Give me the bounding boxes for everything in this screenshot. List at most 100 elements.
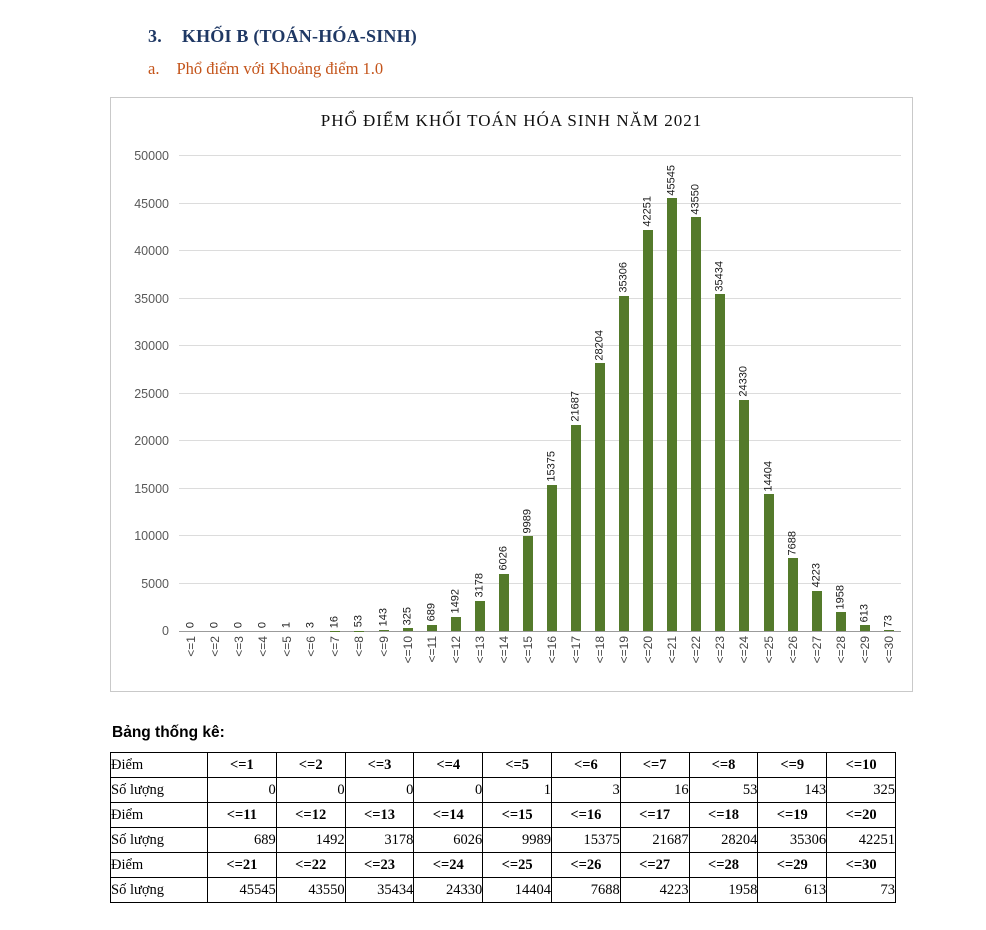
stats-table: Điểm <=1 <=2 <=3 <=4 <=5 <=6 <=7 <=8 <=9 <=10 Số lư… [110,752,896,903]
diem-cell: <=26 [550,852,621,878]
row-label-diem: Điểm [110,752,208,778]
x-axis-slot: <=11 [420,633,444,688]
bar [835,612,846,631]
diem-cell: <=14 [413,802,484,828]
bar-value-label: 28204 [593,329,606,361]
bar-value-label: 45545 [665,164,678,196]
x-axis-slot: <=15 [516,633,540,688]
diem-cell: <=23 [344,852,415,878]
x-axis-label: <=20 [641,636,656,664]
table-row-so-luong: Số lượng 45545 43550 35434 24330 14404 7688 422… [110,877,896,903]
bar-slot: 3178 [468,156,492,631]
bar-value-label: 35306 [617,262,630,293]
x-axis-slot: <=18 [588,633,612,688]
so-luong-cell: 689 [207,827,277,853]
bar [883,630,894,631]
x-axis-label: <=14 [496,636,511,664]
bar [667,198,678,631]
plot-area: 0 0 0 0 1 3 16 53 143 325 689 1492 3178 6026 9989 15375… [179,155,901,632]
diem-cell: <=7 [619,752,690,778]
x-axis-label: <=22 [689,636,704,664]
bar [691,217,702,631]
so-luong-cell: 14404 [482,877,552,903]
x-axis-label: <=30 [881,636,896,664]
so-luong-cell: 42251 [826,827,896,853]
so-luong-cell: 9989 [482,827,552,853]
x-axis-slot: <=5 [275,633,299,688]
bar-value-label: 16 [328,615,341,628]
so-luong-cell: 43550 [275,877,346,903]
x-axis-label: <=25 [761,636,776,664]
bar-value-label: 0 [256,621,269,628]
bar-slot: 1958 [829,156,853,631]
bar [787,558,798,631]
bar-slot: 3 [299,156,323,631]
bar [715,294,726,631]
bar-slot: 53 [347,156,371,631]
x-axis-label: <=26 [785,636,800,664]
bar-value-label: 0 [232,621,245,628]
diem-cell: <=21 [207,852,277,878]
diem-cell: <=20 [826,802,896,828]
so-luong-cell: 1 [482,777,552,803]
y-axis-tick-label: 15000 [134,481,169,496]
diem-cell: <=2 [275,752,346,778]
x-axis-label: <=21 [665,636,680,664]
so-luong-cell: 24330 [413,877,484,903]
bar-slot: 35434 [708,156,732,631]
bar-value-label: 14404 [762,460,775,492]
x-axis-slot: <=26 [781,633,805,688]
gridline [179,250,901,251]
bar-value-label: 35434 [713,260,726,292]
y-axis-tick-label: 20000 [134,434,169,448]
diem-cell: <=25 [482,852,552,878]
x-axis-label: <=28 [833,636,848,664]
bar-slot: 43550 [684,156,708,631]
bar-value-label: 21687 [569,391,582,422]
bar [643,229,654,631]
x-axis-slot: <=23 [708,633,732,688]
x-axis-label: <=1 [184,636,199,657]
x-axis-slot: <=24 [732,633,756,688]
so-luong-cell: 35434 [344,877,415,903]
so-luong-cell: 45545 [207,877,277,903]
x-axis-slot: <=10 [396,633,420,688]
bar-slot: 7688 [781,156,805,631]
table-row-so-luong: Số lượng 0 0 0 0 1 3 16 53 143 325 [110,777,896,803]
bar [811,590,822,631]
diem-cell: <=15 [482,802,552,828]
table-row-diem: Điểm <=21 <=22 <=23 <=24 <=25 <=26 <=27 <=28 <=29… [110,852,896,878]
section-title: KHỐI B (TOÁN-HÓA-SINH) [181,26,417,46]
bar-value-label: 325 [401,606,414,625]
gridline [179,202,901,204]
x-axis-label: <=5 [280,636,295,657]
bar-value-label: 4223 [810,563,823,588]
x-axis-slot: <=30 [877,633,901,688]
diem-cell: <=13 [344,802,415,828]
bar-slot: 28204 [588,156,612,631]
so-luong-cell: 613 [757,877,828,903]
diem-cell: <=22 [275,852,346,878]
bar-slot: 16 [323,156,347,631]
bar-slot: 6026 [492,156,516,631]
bar [498,573,509,631]
x-axis-label: <=9 [376,636,391,657]
diem-cell: <=3 [344,752,415,778]
bar-value-label: 43550 [689,183,702,215]
x-axis-label: <=17 [569,636,584,664]
section-subheading: a. Phổ điểm với Khoảng điểm 1.0 [148,59,383,79]
bar-slot: 613 [853,156,877,631]
bar [619,295,630,631]
x-axis-label: <=7 [328,636,343,657]
x-axis-slot: <=21 [660,633,684,688]
bar-slot: 1 [275,156,299,631]
diem-cell: <=11 [207,802,277,828]
bar-slot: 9989 [516,156,540,631]
diem-cell: <=30 [826,852,896,878]
bar [739,399,750,631]
diem-cell: <=4 [413,752,484,778]
bar-slot: 24330 [732,156,756,631]
x-axis-label: <=27 [809,636,824,664]
subsection-title: Phổ điểm với Khoảng điểm 1.0 [176,59,384,78]
x-axis-slot: <=14 [492,633,516,688]
